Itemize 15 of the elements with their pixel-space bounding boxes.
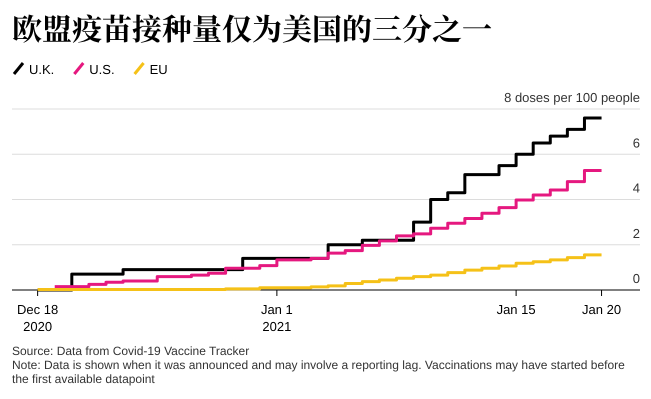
y-tick-label: 8 doses per 100 people [504, 90, 640, 105]
y-tick-label: 4 [632, 180, 640, 196]
x-tick-label: Jan 15 [496, 302, 536, 317]
source-note: Source: Data from Covid-19 Vaccine Tracker [12, 344, 250, 358]
y-tick-label: 6 [632, 135, 640, 150]
text: Note: Data is shown when it was announced and may involve a reporting lag. Vaccinations may have started before the first available datapoint [12, 358, 626, 386]
x-tick-label: Dec 18 2020 [17, 302, 58, 334]
legend-label: U.K. [29, 62, 54, 77]
x-tick-label: Jan 1 2021 [260, 302, 293, 334]
chart-title: 欧盟疫苗接种量仅为美国的三分之一 [12, 5, 492, 49]
legend-label: EU [150, 62, 168, 77]
y-tick-label: 0 [632, 271, 640, 286]
x-tick-label: Jan 20 [582, 302, 622, 317]
y-tick-label: 2 [632, 226, 640, 241]
legend-label: U.S. [89, 62, 115, 77]
